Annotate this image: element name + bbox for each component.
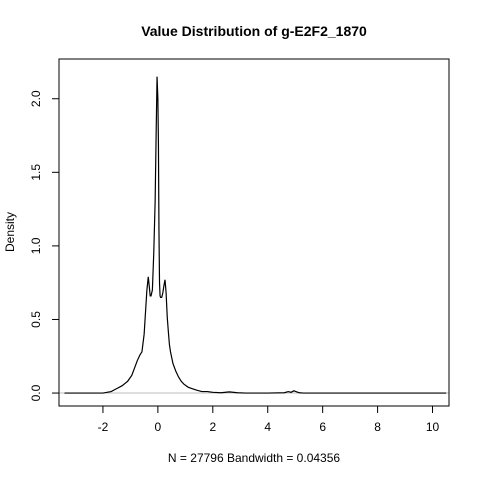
x-tick-label: 8 <box>374 420 381 434</box>
x-tick-label: 2 <box>209 420 216 434</box>
plot-frame <box>58 58 450 407</box>
x-tick-label: 4 <box>264 420 271 434</box>
y-tick-label: 0.5 <box>29 311 43 328</box>
y-tick-label: 1.0 <box>29 237 43 254</box>
x-tick-label: 10 <box>426 420 440 434</box>
y-tick-label: 2.0 <box>29 90 43 107</box>
y-axis-label: Density <box>3 212 17 252</box>
density-curve <box>64 76 447 394</box>
y-axis: 0.0 0.5 1.0 1.5 2.0 <box>29 90 60 401</box>
x-axis-label: N = 27796 Bandwidth = 0.04356 <box>168 451 340 465</box>
x-axis: -2 0 2 4 6 8 10 <box>98 405 440 434</box>
chart-title: Value Distribution of g-E2F2_1870 <box>141 23 367 39</box>
y-tick-label: 1.5 <box>29 164 43 181</box>
x-tick-label: -2 <box>98 420 109 434</box>
x-tick-label: 6 <box>319 420 326 434</box>
y-tick-label: 0.0 <box>29 384 43 401</box>
x-tick-label: 0 <box>155 420 162 434</box>
